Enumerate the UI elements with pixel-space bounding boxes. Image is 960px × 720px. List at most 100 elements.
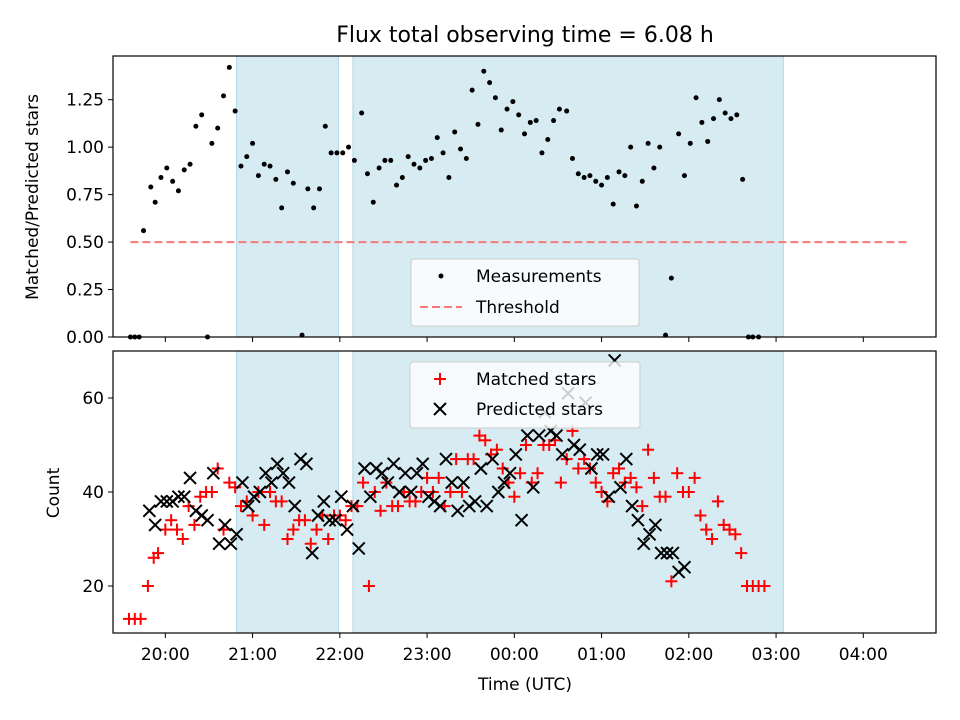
predicted-stars-point [171, 489, 186, 504]
measurements-point [141, 228, 147, 234]
measurements-point [668, 275, 674, 281]
top-legend-box [410, 258, 640, 327]
predicted-stars-point [450, 504, 465, 518]
measurements-point [734, 112, 740, 118]
measurements-point [593, 178, 599, 184]
predicted-stars-point [433, 499, 447, 513]
predicted-stars-point [363, 489, 378, 504]
predicted-stars-point [410, 466, 424, 480]
measurements-point [364, 171, 370, 177]
measurements-point [290, 180, 296, 186]
predicted-stars-point [386, 457, 401, 471]
matched-stars-point [636, 500, 649, 513]
matched-stars-point [729, 528, 742, 541]
measurements-point [498, 127, 504, 133]
measurements-point [164, 165, 170, 171]
predicted-stars-point [619, 452, 633, 466]
measurements-point [645, 140, 651, 146]
measurements-point [340, 150, 346, 156]
measurements-point [740, 176, 746, 182]
matched-stars-point [362, 580, 375, 592]
predicted-stars-point [212, 536, 226, 551]
measurements-point [604, 175, 610, 181]
measurements-point [705, 138, 711, 144]
measurements-point [657, 144, 663, 150]
top-y-tick-label: 0.50 [66, 233, 104, 253]
matched-stars-point [630, 481, 643, 494]
measurements-point [221, 93, 227, 99]
matched-stars-point [298, 514, 311, 527]
measurements-point [556, 106, 562, 112]
x-tick-label: 23:00 [403, 645, 452, 665]
measurements-point [399, 175, 405, 181]
matched-stars-point [700, 523, 713, 536]
bottom-panel: 20 40 60 20:00 21:00 22:00 23:00 00:00 01:00 02:0… [44, 350, 937, 695]
predicted-stars-point [520, 428, 535, 443]
measurements-point [417, 165, 423, 171]
predicted-stars-point [258, 466, 273, 480]
predicted-stars-point [218, 518, 232, 532]
measurements-point [209, 140, 215, 146]
matched-stars-point [711, 495, 724, 508]
top-y-tick-label: 1.00 [66, 138, 104, 158]
x-tick-label: 03:00 [752, 645, 801, 665]
measurements-point [575, 171, 581, 177]
bottom-y-axis-label: Count [44, 467, 64, 518]
x-tick-label: 00:00 [490, 645, 539, 665]
top-y-tick-label: 1.25 [66, 91, 104, 111]
bottom-y-tick-label: 60 [82, 389, 104, 409]
measurements-point [504, 106, 510, 112]
predicted-stars-point [229, 527, 244, 542]
measurements-point [359, 110, 365, 116]
predicted-stars-point [584, 461, 599, 476]
measurements-point [728, 116, 734, 122]
x-tick-label: 01:00 [577, 645, 626, 665]
measurements-point [193, 123, 199, 129]
measurements-point [533, 118, 539, 124]
measurements-point [539, 150, 545, 156]
matched-stars-point [531, 467, 544, 480]
predicted-stars-point [241, 499, 255, 513]
matched-stars-point [647, 471, 660, 484]
predicted-stars-point [491, 485, 506, 499]
predicted-stars-point [485, 452, 500, 466]
matched-stars-point [165, 514, 178, 527]
matched-stars-point [682, 486, 695, 498]
predicted-stars-point [666, 546, 680, 560]
predicted-stars-point [625, 499, 639, 513]
top-plot-frame [112, 55, 937, 338]
measurements-point [463, 156, 469, 162]
top-y-tick-label: 0.25 [66, 281, 104, 301]
measurements-point [305, 186, 311, 192]
predicted-stars-point [642, 527, 657, 542]
predicted-stars-point [392, 485, 407, 499]
bottom-shaded-interval [236, 350, 339, 634]
matched-stars-point [758, 580, 771, 592]
measurements-point [334, 150, 340, 156]
matched-stars-point [170, 523, 183, 536]
matched-stars-point [624, 471, 637, 484]
predicted-stars-point [352, 541, 366, 556]
measurements-point [651, 165, 657, 171]
measurements-point [475, 121, 481, 127]
predicted-stars-point [660, 546, 674, 560]
measurements-point [226, 64, 232, 70]
measurements-point [261, 161, 267, 167]
measurements-point [527, 119, 533, 125]
matched-stars-point [589, 476, 602, 489]
measurements-point [376, 165, 382, 171]
predicted-stars-point [509, 447, 523, 462]
measurements-point [587, 173, 593, 179]
measurements-point [284, 169, 290, 175]
measurements-point [232, 108, 238, 114]
measurements-point [158, 175, 164, 181]
measurements-point [170, 178, 176, 184]
predicted-stars-point [456, 475, 471, 490]
predicted-stars-point [148, 518, 162, 532]
predicted-stars-point [328, 513, 343, 527]
matched-stars-point [141, 580, 154, 592]
measurements-point [388, 157, 394, 163]
measurements-point [428, 156, 434, 162]
predicted-stars-point [311, 508, 325, 523]
predicted-stars-point [439, 452, 453, 466]
